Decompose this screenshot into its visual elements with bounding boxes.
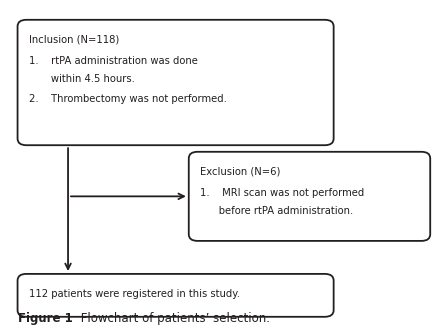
FancyBboxPatch shape <box>18 274 333 317</box>
Text: 1.    rtPA administration was done: 1. rtPA administration was done <box>28 56 197 66</box>
Text: before rtPA administration.: before rtPA administration. <box>199 206 352 216</box>
Text: within 4.5 hours.: within 4.5 hours. <box>28 74 134 84</box>
Text: 1.    MRI scan was not performed: 1. MRI scan was not performed <box>199 188 363 198</box>
Text: Flowchart of patients’ selection.: Flowchart of patients’ selection. <box>77 312 269 325</box>
FancyBboxPatch shape <box>18 20 333 145</box>
Text: 112 patients were registered in this study.: 112 patients were registered in this stu… <box>28 289 239 299</box>
Text: 2.    Thrombectomy was not performed.: 2. Thrombectomy was not performed. <box>28 94 226 104</box>
FancyBboxPatch shape <box>188 152 429 241</box>
Text: Figure 1: Figure 1 <box>18 312 72 325</box>
Text: Exclusion (N=6): Exclusion (N=6) <box>199 167 279 177</box>
Text: Inclusion (N=118): Inclusion (N=118) <box>28 35 119 45</box>
